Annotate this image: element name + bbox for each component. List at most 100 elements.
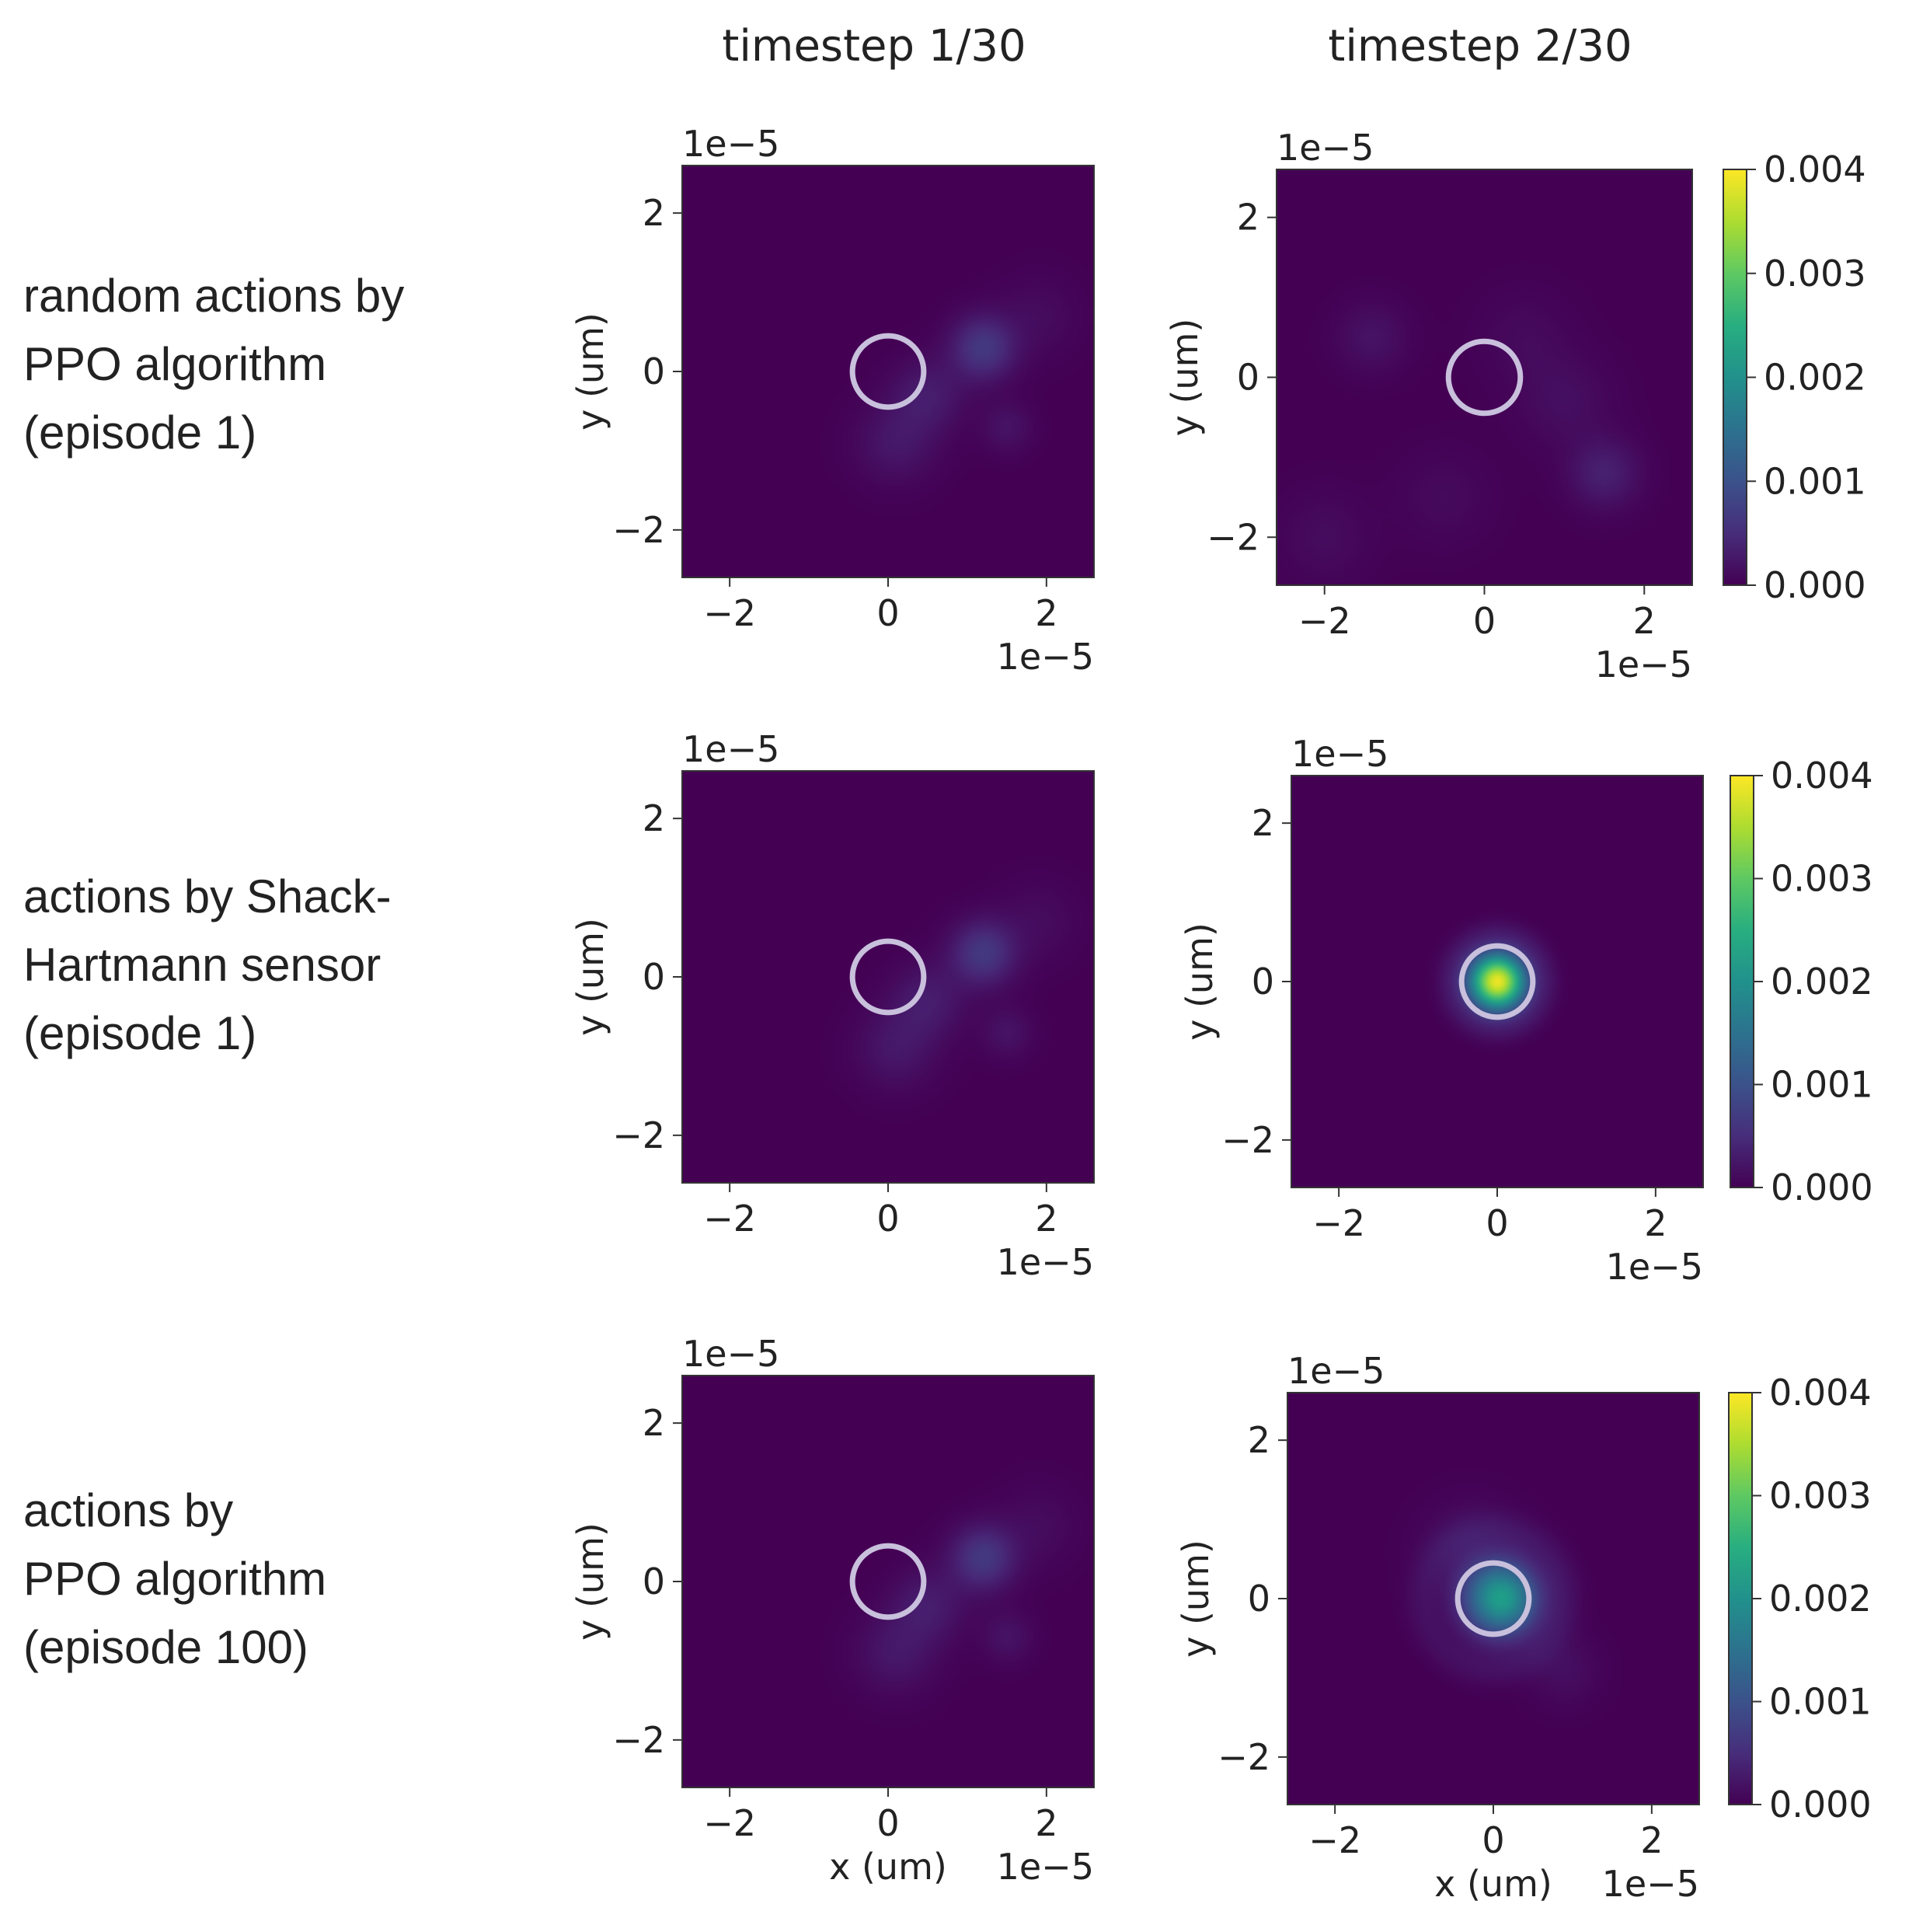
y-tick-label: −2 (1218, 1736, 1270, 1778)
row-label-line: actions by Shack- (23, 870, 392, 922)
y-tick-label: −2 (1207, 516, 1259, 558)
y-offset-text: 1e−5 (1277, 127, 1374, 169)
colorbar-tick-label: 0.001 (1771, 1064, 1873, 1106)
colorbar-tick-label: 0.002 (1764, 357, 1866, 399)
colorbar-row-1: 0.000 0.001 0.002 0.003 0.004 (1723, 148, 1866, 606)
row-label-line: actions by (23, 1484, 234, 1536)
x-offset-text: 1e−5 (1606, 1246, 1703, 1288)
heatmap-image (1287, 1393, 1699, 1805)
y-tick-label: 2 (643, 192, 665, 234)
colorbar-gradient (1723, 169, 1747, 586)
colorbar-tick-label: 0.002 (1769, 1578, 1872, 1620)
colorbar-row-2: 0.000 0.001 0.002 0.003 0.004 (1730, 755, 1873, 1208)
x-offset-text: 1e−5 (1602, 1863, 1699, 1905)
colorbar-gradient (1728, 1392, 1753, 1805)
y-offset-text: 1e−5 (682, 728, 779, 770)
y-tick-label: 0 (643, 956, 665, 998)
x-tick-label: −2 (703, 1802, 756, 1844)
colorbar-tick-label: 0.004 (1771, 755, 1873, 797)
colorbar-tick-label: 0.003 (1771, 858, 1873, 900)
row-label-line: PPO algorithm (23, 338, 327, 390)
y-tick-label: 2 (643, 1402, 665, 1444)
x-tick-label: 2 (1640, 1819, 1663, 1861)
x-tick-label: −2 (703, 592, 756, 634)
colorbar-tick-label: 0.001 (1764, 460, 1866, 502)
x-offset-text: 1e−5 (997, 1846, 1094, 1888)
target-circle (849, 333, 927, 410)
y-tick-label: 0 (1237, 357, 1259, 399)
y-tick-label: 0 (1248, 1578, 1270, 1620)
target-circle (849, 1543, 927, 1620)
colorbar-tick-label: 0.000 (1771, 1167, 1873, 1208)
y-tick-label: 2 (643, 797, 665, 839)
colorbar-tick-label: 0.003 (1764, 253, 1866, 295)
row-label-ppo-100: actions by PPO algorithm (episode 100) (23, 1477, 536, 1682)
x-tick-label: 2 (1644, 1202, 1667, 1244)
column-title-timestep-2: timestep 2/30 (1328, 21, 1632, 71)
target-circle (1458, 943, 1536, 1020)
x-offset-text: 1e−5 (997, 1241, 1094, 1283)
row-label-line: (episode 100) (23, 1621, 308, 1673)
x-tick-label: 0 (1482, 1819, 1504, 1861)
colorbar-tick-label: 0.000 (1764, 564, 1866, 606)
x-tick-label: 0 (876, 1802, 899, 1844)
x-tick-label: −2 (1312, 1202, 1365, 1244)
y-tick-label: 2 (1252, 802, 1274, 844)
colorbar-tick-label: 0.004 (1769, 1372, 1872, 1414)
heatmap-image (1277, 169, 1692, 585)
x-tick-label: 2 (1035, 592, 1057, 634)
y-axis-label: y (um) (1164, 319, 1206, 437)
x-tick-label: 2 (1035, 1198, 1057, 1240)
y-tick-label: 2 (1237, 197, 1259, 239)
heatmap-image (682, 1376, 1094, 1787)
y-offset-text: 1e−5 (1287, 1350, 1385, 1392)
x-tick-label: 2 (1035, 1802, 1057, 1844)
row-label-line: (episode 1) (23, 1007, 257, 1059)
colorbar-tick-label: 0.003 (1769, 1475, 1872, 1517)
x-axis-label: x (um) (1434, 1863, 1552, 1905)
y-axis-label: y (um) (570, 312, 611, 431)
y-tick-label: 0 (643, 350, 665, 392)
y-tick-label: 2 (1248, 1419, 1270, 1461)
y-axis-label: y (um) (1179, 922, 1221, 1041)
colorbar-row-3: 0.000 0.001 0.002 0.003 0.004 (1728, 1372, 1872, 1826)
target-circle (1454, 1560, 1532, 1637)
x-tick-label: 0 (1473, 600, 1496, 642)
y-offset-text: 1e−5 (682, 123, 779, 165)
target-circle (1445, 338, 1524, 417)
colorbar-tick-label: 0.000 (1769, 1784, 1872, 1826)
y-tick-label: −2 (612, 1719, 665, 1761)
row-label-line: (episode 1) (23, 406, 257, 459)
y-tick-label: −2 (1221, 1119, 1274, 1161)
colorbar-tick-label: 0.001 (1769, 1681, 1872, 1723)
heatmap-image (1291, 776, 1703, 1187)
row-label-line: PPO algorithm (23, 1553, 327, 1605)
heatmap-image (682, 166, 1094, 577)
y-axis-label: y (um) (1175, 1540, 1217, 1658)
heatmap-image (682, 771, 1094, 1183)
colorbar-gradient (1730, 775, 1754, 1188)
y-tick-label: −2 (612, 509, 665, 551)
y-tick-label: 0 (1252, 961, 1274, 1003)
y-axis-label: y (um) (570, 1522, 611, 1641)
x-tick-label: 0 (876, 592, 899, 634)
colorbar-tick-label: 0.002 (1771, 961, 1873, 1003)
x-tick-label: −2 (1308, 1819, 1361, 1861)
row-label-line: random actions by (23, 270, 405, 322)
x-axis-label: x (um) (829, 1846, 947, 1888)
y-tick-label: −2 (612, 1114, 665, 1156)
y-tick-label: 0 (643, 1561, 665, 1602)
x-tick-label: −2 (703, 1198, 756, 1240)
y-axis-label: y (um) (570, 918, 611, 1036)
row-label-random: random actions by PPO algorithm (episode… (23, 262, 536, 467)
x-offset-text: 1e−5 (1595, 643, 1692, 685)
x-tick-label: 0 (1486, 1202, 1508, 1244)
